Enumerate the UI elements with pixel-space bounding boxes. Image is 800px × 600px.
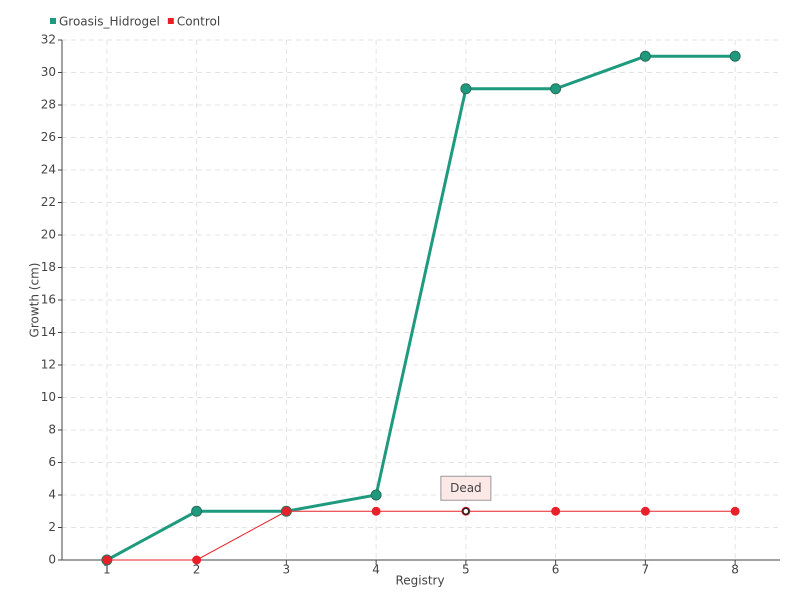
legend-label: Groasis_Hidrogel bbox=[59, 15, 160, 29]
legend-swatch bbox=[167, 18, 174, 24]
data-point bbox=[370, 489, 382, 501]
data-point bbox=[550, 83, 562, 95]
annotation-text: Dead bbox=[450, 481, 482, 495]
y-tick-label: 26 bbox=[41, 130, 56, 144]
x-axis-title: Registry bbox=[395, 574, 444, 588]
data-point bbox=[730, 506, 740, 516]
series-line bbox=[106, 54, 736, 562]
y-tick-label: 12 bbox=[41, 358, 56, 372]
y-tick-label: 18 bbox=[41, 260, 56, 274]
y-tick-label: 22 bbox=[41, 195, 56, 209]
data-point bbox=[191, 505, 203, 517]
legend-swatch bbox=[50, 18, 56, 24]
y-tick-label: 10 bbox=[41, 390, 56, 404]
y-axis-title: Growth (cm) bbox=[28, 263, 42, 338]
y-tick-label: 30 bbox=[41, 65, 56, 79]
x-tick-label: 8 bbox=[731, 563, 739, 577]
data-point bbox=[460, 83, 472, 95]
y-tick-label: 24 bbox=[41, 163, 56, 177]
y-tick-label: 0 bbox=[48, 553, 56, 567]
y-tick-label: 2 bbox=[48, 520, 56, 534]
y-tick-label: 6 bbox=[48, 455, 56, 469]
legend-label: Control bbox=[177, 15, 220, 29]
y-tick-label: 8 bbox=[48, 423, 56, 437]
x-tick-label: 6 bbox=[552, 563, 560, 577]
data-point bbox=[371, 506, 381, 516]
x-tick-label: 4 bbox=[372, 563, 380, 577]
x-tick-label: 3 bbox=[283, 563, 291, 577]
data-point bbox=[639, 50, 651, 62]
data-point bbox=[640, 506, 650, 516]
y-tick-label: 28 bbox=[41, 98, 56, 112]
y-tick-label: 20 bbox=[41, 228, 56, 242]
y-tick-label: 4 bbox=[48, 488, 56, 502]
x-tick-label: 1 bbox=[103, 563, 111, 577]
annotated-point bbox=[462, 507, 470, 515]
annotation-box bbox=[440, 475, 492, 501]
series-line bbox=[106, 510, 736, 561]
y-tick-label: 16 bbox=[41, 293, 56, 307]
data-point bbox=[102, 555, 112, 565]
data-point bbox=[192, 555, 202, 565]
data-point bbox=[281, 506, 291, 516]
y-tick-label: 14 bbox=[41, 325, 56, 339]
x-tick-label: 5 bbox=[462, 563, 470, 577]
data-point bbox=[729, 50, 741, 62]
x-tick-label: 7 bbox=[642, 563, 650, 577]
data-point bbox=[551, 506, 561, 516]
y-tick-label: 32 bbox=[41, 33, 56, 47]
x-tick-label: 2 bbox=[193, 563, 201, 577]
